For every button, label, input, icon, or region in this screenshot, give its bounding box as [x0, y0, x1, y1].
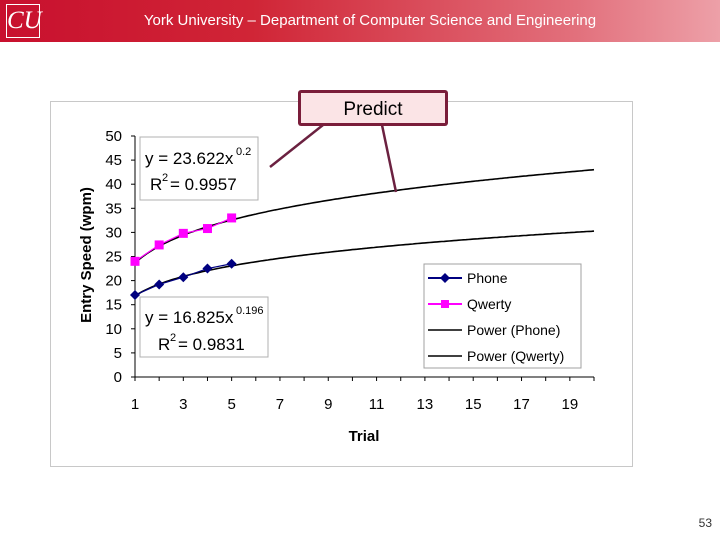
predict-label: Predict: [343, 99, 403, 120]
qwerty-r2-label: R: [150, 175, 162, 194]
legend-qwerty-label: Qwerty: [467, 296, 511, 312]
y-tick-label: 45: [105, 152, 122, 169]
legend-item-power-phone: Power (Phone): [428, 322, 560, 338]
callout-pointer-left: [269, 124, 324, 168]
phone-equation-box: [139, 296, 269, 358]
x-tick-label: 15: [465, 396, 482, 413]
legend-power-phone-label: Power (Phone): [467, 322, 560, 338]
phone-point: [226, 258, 237, 269]
predict-callout: [301, 93, 445, 123]
phone-point: [154, 279, 165, 290]
y-tick-label: 5: [114, 345, 122, 362]
qwerty-series-line: [134, 217, 232, 262]
x-tick-label: 3: [179, 396, 187, 413]
qwerty-exponent: 0.2: [236, 146, 251, 158]
x-tick-label: 11: [369, 396, 385, 413]
phone-r2-superscript: 2: [170, 332, 176, 344]
x-axis-title: Trial: [349, 428, 380, 445]
qwerty-r2-superscript: 2: [162, 172, 168, 184]
legend-power-qwerty-label: Power (Qwerty): [467, 348, 564, 364]
x-tick-label: 7: [276, 396, 284, 413]
legend-item-phone: Phone: [428, 270, 508, 286]
qwerty-equation-box: [139, 136, 259, 201]
qwerty-r2-value: = 0.9957: [170, 175, 237, 194]
y-tick-label: 15: [105, 297, 122, 314]
qwerty-point: [202, 224, 212, 234]
y-tick-label: 50: [105, 128, 122, 145]
phone-r2-label: R: [158, 335, 170, 354]
qwerty-point: [154, 240, 164, 250]
y-tick-label: 10: [105, 321, 122, 338]
qwerty-point: [130, 256, 140, 266]
y-axis-title: Entry Speed (wpm): [78, 187, 95, 323]
qwerty-point: [178, 228, 188, 238]
legend-item-qwerty: Qwerty: [428, 296, 511, 312]
slide-header-title: York University – Department of Computer…: [143, 12, 597, 29]
y-tick-label: 30: [105, 224, 122, 241]
phone-point: [130, 290, 140, 301]
y-tick-label: 35: [105, 200, 122, 217]
x-tick-label: 5: [227, 396, 235, 413]
legend-phone-marker: [440, 273, 450, 283]
slide-number: 53: [698, 516, 712, 530]
legend-phone-label: Phone: [467, 270, 508, 286]
phone-point: [202, 263, 213, 274]
qwerty-equation: y = 23.622x: [145, 149, 234, 168]
trendline-power-phone: [134, 230, 595, 297]
x-tick-label: 1: [131, 396, 139, 413]
y-tick-label: 0: [114, 369, 122, 386]
x-tick-label: 9: [324, 396, 332, 413]
chart-legend: [423, 263, 582, 369]
x-tick-label: 13: [417, 396, 434, 413]
y-tick-label: 20: [105, 273, 122, 290]
title-banner: CU York University – Department of Compu…: [0, 0, 720, 42]
x-tick-label: 19: [561, 396, 578, 413]
x-tick-label: 17: [513, 396, 530, 413]
y-tick-label: 40: [105, 176, 122, 193]
york-logo: CU: [6, 4, 42, 38]
legend-qwerty-marker: [441, 300, 449, 308]
phone-r2-value: = 0.9831: [178, 335, 245, 354]
phone-point: [178, 272, 189, 283]
qwerty-point: [227, 213, 237, 223]
phone-equation: y = 16.825x: [145, 308, 234, 327]
legend-item-power-qwerty: Power (Qwerty): [428, 348, 564, 364]
y-tick-label: 25: [105, 249, 122, 266]
phone-exponent: 0.196: [236, 305, 264, 317]
callout-pointer-right: [380, 124, 398, 193]
data-points: [130, 213, 237, 301]
